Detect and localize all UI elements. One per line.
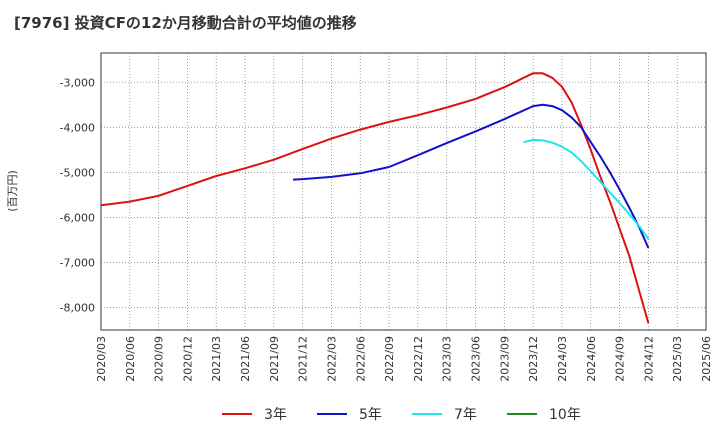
grid-lines [100,53,707,330]
x-tick-label: 2020/09 [153,336,166,382]
x-tick-label: 2020/12 [181,336,194,382]
legend: 3年 5年 7年 10年 [222,407,581,423]
legend-label: 7年 [454,407,477,423]
legend-label: 3年 [264,407,287,423]
series-line [523,138,650,240]
series-line [293,103,650,249]
series-line [100,72,650,324]
plot-frame [100,52,707,331]
y-tick-label: -3,000 [60,76,95,89]
x-tick-label: 2022/12 [412,336,425,382]
y-tick-label: -4,000 [60,121,95,134]
y-tick-label: -7,000 [60,256,95,269]
y-axis-label: (百万円) [6,170,19,212]
x-tick-label: 2024/12 [642,336,655,382]
legend-label: 10年 [549,407,581,423]
x-tick-label: 2022/03 [325,336,338,382]
x-tick-label: 2022/09 [383,336,396,382]
series-lines [100,72,650,324]
x-tick-label: 2020/03 [95,336,108,382]
x-tick-label: 2023/12 [527,336,540,382]
x-tick-label: 2023/09 [498,336,511,382]
y-axis-ticks: -3,000 -4,000 -5,000 -6,000 -7,000 -8,000 [60,76,95,314]
x-tick-label: 2021/09 [268,336,281,382]
legend-label: 5年 [359,407,382,423]
x-tick-label: 2023/06 [470,336,483,382]
x-tick-label: 2024/09 [614,336,627,382]
x-tick-label: 2021/06 [239,336,252,382]
x-tick-label: 2022/06 [354,336,367,382]
x-axis-ticks: 2020/03 2020/06 2020/09 2020/12 2021/03 2021/… [95,336,713,382]
x-tick-label: 2020/06 [124,336,137,382]
x-tick-label: 2021/03 [210,336,223,382]
x-tick-label: 2025/03 [671,336,684,382]
y-tick-label: -5,000 [60,166,95,179]
x-tick-label: 2024/03 [556,336,569,382]
y-tick-label: -6,000 [60,211,95,224]
y-tick-label: -8,000 [60,301,95,314]
x-tick-label: 2021/12 [297,336,310,382]
x-tick-label: 2025/06 [700,336,713,382]
x-tick-label: 2023/03 [441,336,454,382]
chart-title: [7976] 投資CFの12か月移動合計の平均値の推移 [14,14,357,32]
x-tick-label: 2024/06 [585,336,598,382]
